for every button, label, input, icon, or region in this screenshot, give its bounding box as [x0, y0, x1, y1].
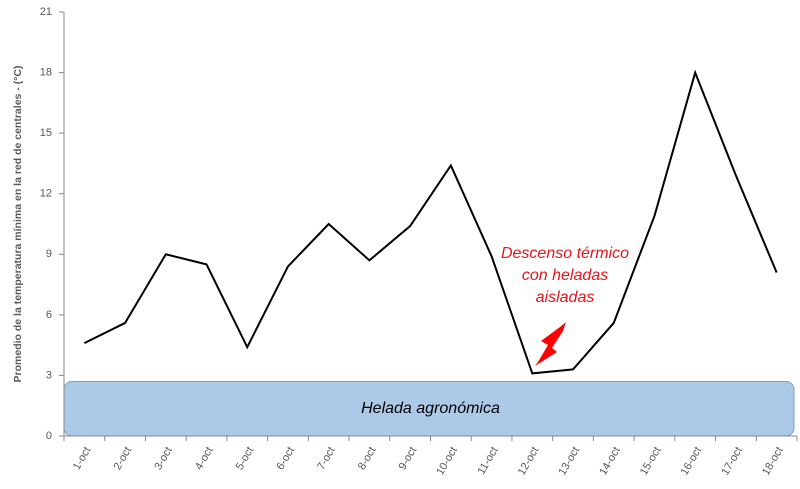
x-tick-label: 6-oct [274, 445, 297, 472]
line [83, 69, 778, 375]
x-tick-label: 16-oct [679, 445, 705, 477]
x-tick-label: 17-oct [719, 445, 745, 477]
y-tick-label: 9 [46, 248, 52, 260]
x-tick-label: 7-oct [315, 445, 338, 472]
y-tick-label: 0 [46, 430, 52, 442]
x-tick-label: 13-oct [556, 445, 582, 477]
x-tick-label: 1-oct [71, 445, 94, 472]
x-tick-label: 9-oct [397, 445, 420, 472]
x-tick-label: 10-oct [434, 445, 460, 477]
x-tick-label: 18-oct [760, 445, 786, 477]
y-tick-label: 18 [40, 66, 52, 78]
x-tick-label: 5-oct [234, 445, 257, 472]
y-axis-label: Promedio de la temperatura mínima en la … [12, 66, 24, 383]
annotation: Descenso térmico [501, 245, 629, 262]
y-tick-label: 12 [40, 188, 52, 200]
x-tick-label: 3-oct [152, 445, 175, 472]
x-tick-label: 15-oct [638, 445, 664, 477]
x-tick-label: 4-oct [193, 445, 216, 472]
y-tick-label: 6 [46, 309, 52, 321]
annotation: aisladas [536, 289, 595, 306]
x-tick-label: 11-oct [475, 445, 500, 477]
x-tick-label: 8-oct [356, 445, 379, 472]
y-tick-label: 3 [46, 369, 52, 381]
x-tick-label: 14-oct [597, 445, 623, 477]
arrow [535, 322, 566, 366]
x-tick-label: 2-oct [112, 445, 135, 472]
frost-band-label: Helada agronómica [361, 400, 500, 417]
x-tick-label: 12-oct [516, 445, 542, 477]
y-tick-label: 15 [40, 127, 52, 139]
y-tick-label: 21 [40, 6, 52, 18]
annotation: con heladas [522, 267, 608, 284]
